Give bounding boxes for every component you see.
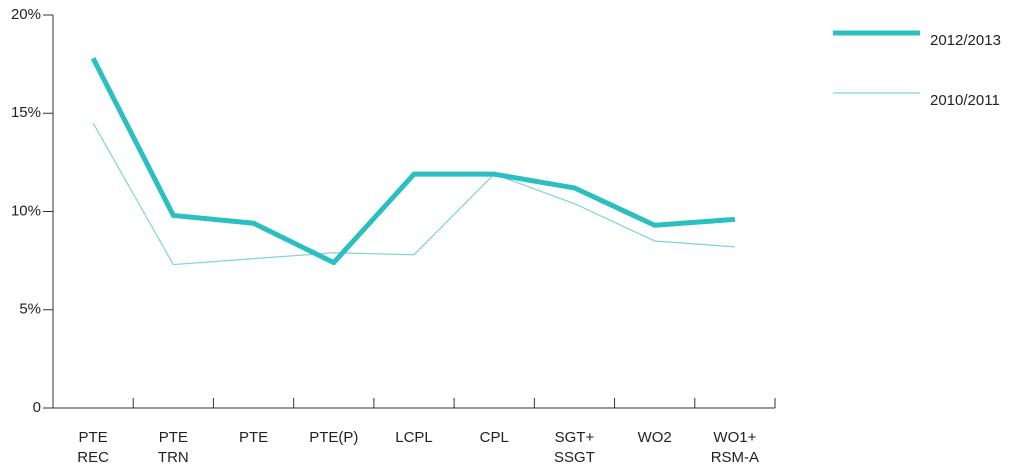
x-tick-label: CPL (480, 429, 509, 446)
series-line (92, 122, 735, 266)
x-tick-label: REC (77, 449, 109, 466)
x-tick-label: PTE (159, 429, 188, 446)
x-tick-label: RSM-A (711, 449, 759, 466)
legend-label: 2012/2013 (930, 32, 1001, 49)
y-tick-label: 15% (11, 104, 41, 121)
x-tick-label: LCPL (395, 429, 433, 446)
x-tick-label: PTE (79, 429, 108, 446)
x-tick-label: SSGT (554, 449, 595, 466)
series-line (90, 57, 736, 266)
y-tick-label: 20% (11, 6, 41, 23)
x-tick-label: WO2 (638, 429, 672, 446)
x-tick-label: TRN (158, 449, 189, 466)
y-tick-label: 5% (19, 301, 41, 318)
legend-label: 2010/2011 (930, 92, 1000, 109)
y-tick-label: 0 (33, 399, 41, 416)
x-tick-label: PTE(P) (309, 429, 358, 446)
x-tick-label: WO1+ (713, 429, 756, 446)
y-tick-label: 10% (11, 202, 41, 219)
x-tick-label: SGT+ (555, 429, 595, 446)
x-tick-label: PTE (239, 429, 268, 446)
